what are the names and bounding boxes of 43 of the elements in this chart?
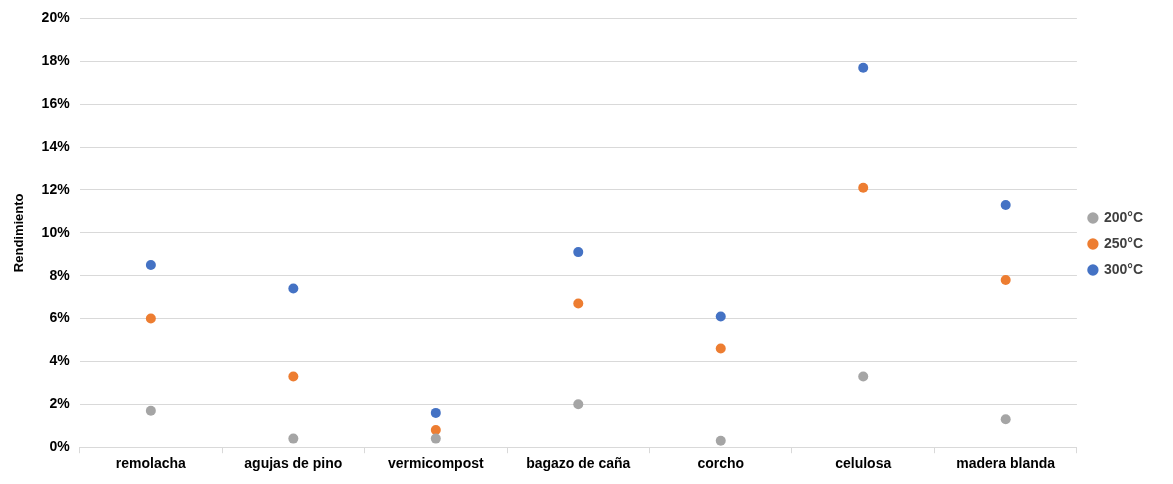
x-tick-label: madera blanda [956,455,1056,472]
point [858,62,869,73]
y-tick-label: 10% [41,223,71,240]
y-axis-title: Rendimiento [11,193,27,273]
legend-label: 300°C [1103,260,1144,277]
point [288,371,299,382]
y-tick-label: 0% [49,438,71,455]
point [145,405,156,416]
point [288,433,299,444]
point [145,313,156,324]
point [858,182,869,193]
point [1000,414,1011,425]
y-tick-label: 14% [41,137,71,154]
point [573,247,584,258]
point [573,399,584,410]
point [430,425,441,436]
point [1000,199,1011,210]
y-tick-label: 18% [41,52,71,69]
y-tick-label: 20% [41,9,71,26]
point [430,433,441,444]
y-tick-label: 2% [49,395,71,412]
point [430,407,441,418]
y-tick-label: 8% [49,266,71,283]
legend-label: 200°C [1103,208,1144,225]
point [715,343,726,354]
y-tick-label: 6% [49,309,71,326]
x-tick-label: celulosa [835,455,892,472]
x-tick-label: corcho [697,455,745,472]
point [715,311,726,322]
point [858,371,869,382]
x-tick-label: remolacha [115,455,187,472]
y-tick-label: 12% [41,180,71,197]
y-tick-label: 16% [41,95,71,112]
point [573,298,584,309]
point [715,435,726,446]
point [1000,274,1011,285]
legend-label: 250°C [1103,234,1144,251]
x-tick-label: vermicompost [387,455,484,472]
y-tick-label: 4% [49,352,71,369]
x-tick-label: agujas de pino [244,455,343,472]
point [145,259,156,270]
point [288,283,299,294]
x-tick-label: bagazo de caña [526,455,631,472]
